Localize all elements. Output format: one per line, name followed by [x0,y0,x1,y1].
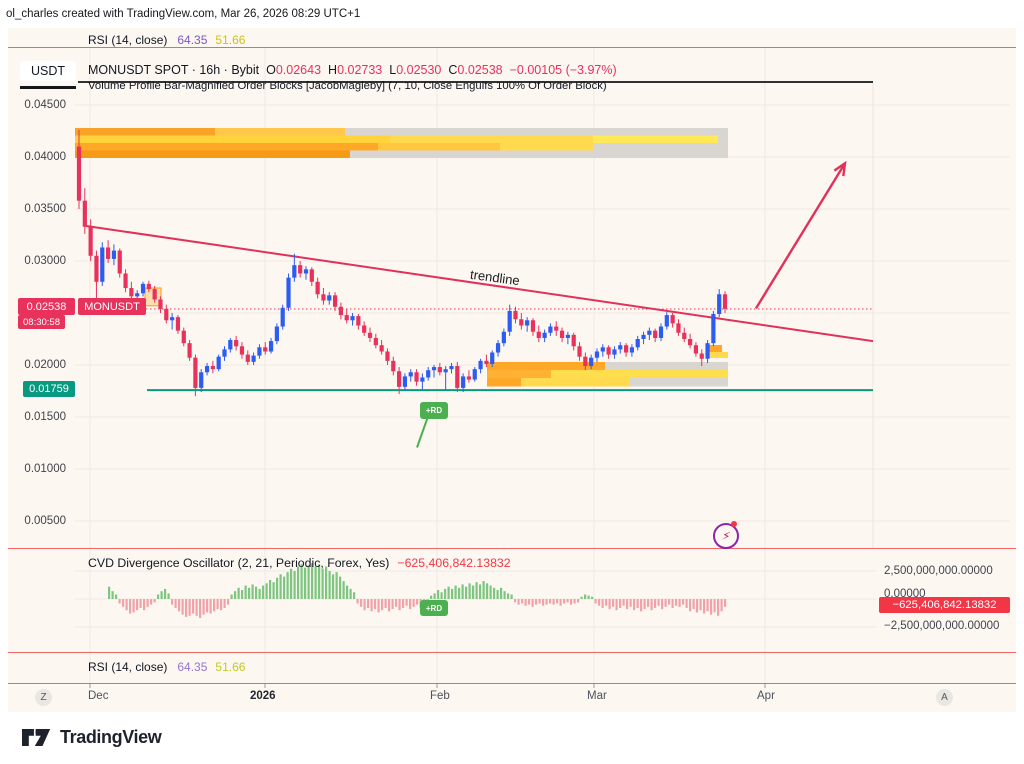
high-label: H [328,63,338,77]
time-axis-label[interactable]: Feb [430,690,450,702]
rsi-top-legend[interactable]: RSI (14, close) 64.35 51.66 [88,33,245,47]
price-scale-marker [20,86,76,89]
time-axis-label[interactable]: Apr [757,690,775,702]
price-axis-label[interactable]: 0.00500 [24,515,66,527]
price-axis-label[interactable]: 0.04500 [24,99,66,111]
close-label: C [448,63,458,77]
currency-chip[interactable]: USDT [20,61,76,81]
tradingview-mark-icon [22,728,51,747]
support-price-badge: 0.01759 [23,381,75,397]
regular-divergence-badge[interactable]: +RD [420,402,448,419]
rsi-bottom-value-2: 51.66 [215,660,246,674]
tradingview-logo[interactable]: TradingView [22,727,162,748]
high-value: 0.02733 [337,63,383,77]
rsi-bottom-value-1: 64.35 [177,660,208,674]
cvd-value-badge: −625,406,842.13832 [879,597,1010,613]
low-value: 0.02530 [396,63,442,77]
rsi-bottom-label: RSI (14, close) [88,660,168,674]
rsi-top-value-2: 51.66 [215,33,246,47]
open-value: 0.02643 [275,63,322,77]
close-value: 0.02538 [457,63,503,77]
cvd-title: CVD Divergence Oscillator (2, 21, Period… [88,556,390,570]
cvd-divergence-badge[interactable]: +RD [420,600,448,616]
change-value: −0.00105 (−3.97%) [509,63,617,77]
pane-separator[interactable] [8,47,1016,49]
symbol-legend[interactable]: MONUSDT SPOT · 16h · Bybit O0.02643 H0.027… [88,63,617,77]
cvd-value: −625,406,842.13832 [397,556,511,570]
cvd-axis-top-label[interactable]: 2,500,000,000.00000 [884,565,993,577]
time-axis-label-year[interactable]: 2026 [250,690,276,702]
notification-dot [731,521,737,527]
indicator-legend[interactable]: Volume Profile Bar-Magnified Order Block… [88,80,607,92]
pane-separator[interactable] [8,652,1016,654]
tradingview-brand-text: TradingView [60,727,162,747]
lightning-bolt-icon: ⚡ [720,528,732,544]
price-axis-label[interactable]: 0.03000 [24,255,66,267]
auto-scale-button[interactable]: A [936,689,953,706]
open-label: O [266,63,276,77]
rsi-bottom-legend[interactable]: RSI (14, close) 64.35 51.66 [88,660,245,674]
bar-countdown-badge: 08:30:58 [18,315,65,329]
rsi-top-label: RSI (14, close) [88,33,168,47]
attribution-text: ol_charles created with TradingView.com,… [6,8,361,20]
pane-separator[interactable] [8,683,1016,685]
chart-canvas[interactable] [8,28,1016,712]
flash-icon[interactable]: ⚡ [713,523,739,549]
time-axis-label[interactable]: Dec [88,690,109,702]
price-axis-label[interactable]: 0.04000 [24,151,66,163]
price-axis-label[interactable]: 0.02000 [24,359,66,371]
cvd-axis-bottom-label[interactable]: −2,500,000,000.00000 [884,620,1000,632]
time-axis-label[interactable]: Mar [587,690,607,702]
rsi-top-value-1: 64.35 [177,33,208,47]
zoom-out-button[interactable]: Z [35,689,52,706]
current-price-badge: 0.02538 [18,298,75,315]
symbol-price-flag: MONUSDT [78,298,146,315]
symbol-title: MONUSDT SPOT · 16h · Bybit [88,63,260,77]
pane-separator[interactable] [8,548,1016,550]
price-axis-label[interactable]: 0.01000 [24,463,66,475]
price-axis-label[interactable]: 0.03500 [24,203,66,215]
low-label: L [389,63,397,77]
cvd-legend[interactable]: CVD Divergence Oscillator (2, 21, Period… [88,556,511,570]
price-axis-label[interactable]: 0.01500 [24,411,66,423]
